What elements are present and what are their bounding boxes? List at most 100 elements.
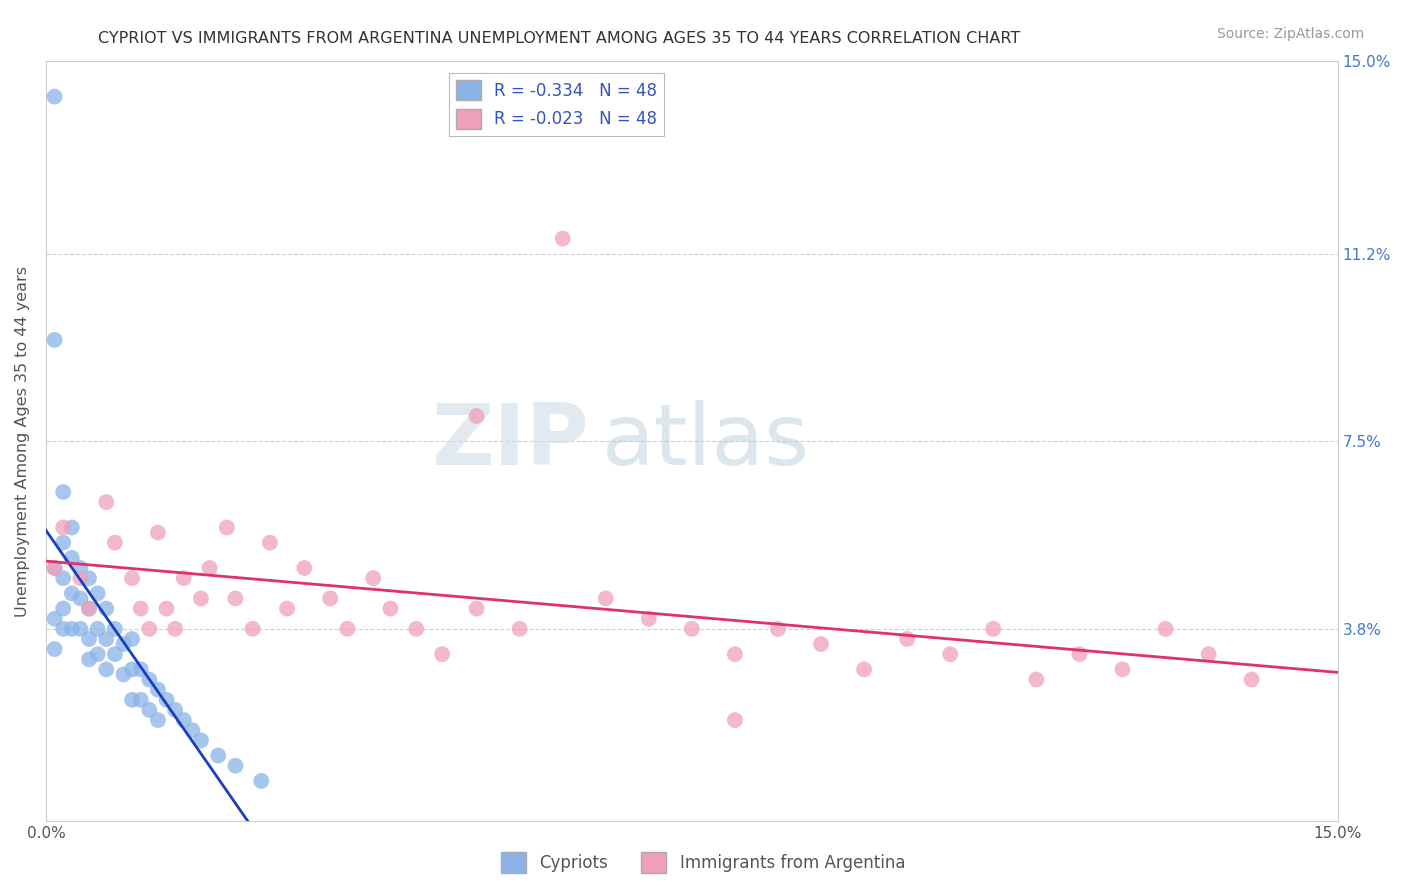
Point <box>104 622 127 636</box>
Point <box>77 652 100 666</box>
Point <box>981 622 1004 636</box>
Point <box>853 662 876 676</box>
Point <box>112 637 135 651</box>
Point <box>86 586 108 600</box>
Point <box>77 571 100 585</box>
Point <box>190 591 212 606</box>
Point <box>86 622 108 636</box>
Point <box>138 622 160 636</box>
Point <box>69 561 91 575</box>
Point <box>52 601 75 615</box>
Point <box>1154 622 1177 636</box>
Point <box>465 409 488 423</box>
Point <box>44 561 66 575</box>
Point <box>44 89 66 103</box>
Point <box>77 632 100 646</box>
Point <box>165 622 187 636</box>
Point <box>96 632 118 646</box>
Point <box>215 520 238 534</box>
Point <box>1025 673 1047 687</box>
Point <box>60 550 83 565</box>
Text: atlas: atlas <box>602 400 810 483</box>
Point <box>242 622 264 636</box>
Point <box>60 586 83 600</box>
Point <box>724 713 747 727</box>
Point <box>595 591 617 606</box>
Point <box>77 601 100 615</box>
Point <box>96 662 118 676</box>
Point <box>155 601 177 615</box>
Point <box>129 601 152 615</box>
Y-axis label: Unemployment Among Ages 35 to 44 years: Unemployment Among Ages 35 to 44 years <box>15 266 30 616</box>
Point <box>121 632 143 646</box>
Point <box>766 622 789 636</box>
Point <box>319 591 342 606</box>
Point <box>52 485 75 500</box>
Point <box>86 647 108 661</box>
Point <box>1111 662 1133 676</box>
Point <box>129 662 152 676</box>
Point <box>96 495 118 509</box>
Point <box>207 748 229 763</box>
Point <box>96 601 118 615</box>
Legend: R = -0.334   N = 48, R = -0.023   N = 48: R = -0.334 N = 48, R = -0.023 N = 48 <box>449 73 664 136</box>
Point <box>146 682 169 697</box>
Point <box>52 571 75 585</box>
Point <box>104 647 127 661</box>
Text: Source: ZipAtlas.com: Source: ZipAtlas.com <box>1216 27 1364 41</box>
Point <box>173 571 195 585</box>
Point <box>276 601 298 615</box>
Point <box>1069 647 1091 661</box>
Point <box>112 667 135 681</box>
Legend: Cypriots, Immigrants from Argentina: Cypriots, Immigrants from Argentina <box>494 846 912 880</box>
Point <box>52 520 75 534</box>
Point <box>939 647 962 661</box>
Point <box>52 622 75 636</box>
Point <box>724 647 747 661</box>
Point <box>121 571 143 585</box>
Point <box>1240 673 1263 687</box>
Point <box>77 601 100 615</box>
Point <box>44 333 66 347</box>
Point <box>198 561 221 575</box>
Point <box>155 693 177 707</box>
Point <box>121 662 143 676</box>
Point <box>430 647 453 661</box>
Point <box>121 693 143 707</box>
Point <box>52 535 75 549</box>
Point <box>465 601 488 615</box>
Point <box>44 561 66 575</box>
Point <box>380 601 402 615</box>
Point <box>551 231 574 245</box>
Point <box>336 622 359 636</box>
Point <box>810 637 832 651</box>
Point <box>146 713 169 727</box>
Point <box>250 773 273 788</box>
Point <box>69 591 91 606</box>
Point <box>637 612 659 626</box>
Point <box>1198 647 1220 661</box>
Point <box>173 713 195 727</box>
Text: CYPRIOT VS IMMIGRANTS FROM ARGENTINA UNEMPLOYMENT AMONG AGES 35 TO 44 YEARS CORR: CYPRIOT VS IMMIGRANTS FROM ARGENTINA UNE… <box>98 31 1021 46</box>
Point <box>44 612 66 626</box>
Point <box>138 703 160 717</box>
Text: ZIP: ZIP <box>430 400 589 483</box>
Point <box>190 733 212 747</box>
Point <box>60 520 83 534</box>
Point <box>224 758 246 772</box>
Point <box>69 571 91 585</box>
Point <box>165 703 187 717</box>
Point <box>138 673 160 687</box>
Point <box>129 693 152 707</box>
Point <box>681 622 703 636</box>
Point <box>224 591 246 606</box>
Point <box>104 535 127 549</box>
Point <box>69 622 91 636</box>
Point <box>361 571 384 585</box>
Point <box>259 535 281 549</box>
Point <box>181 723 204 738</box>
Point <box>146 525 169 540</box>
Point <box>405 622 427 636</box>
Point <box>60 622 83 636</box>
Point <box>896 632 918 646</box>
